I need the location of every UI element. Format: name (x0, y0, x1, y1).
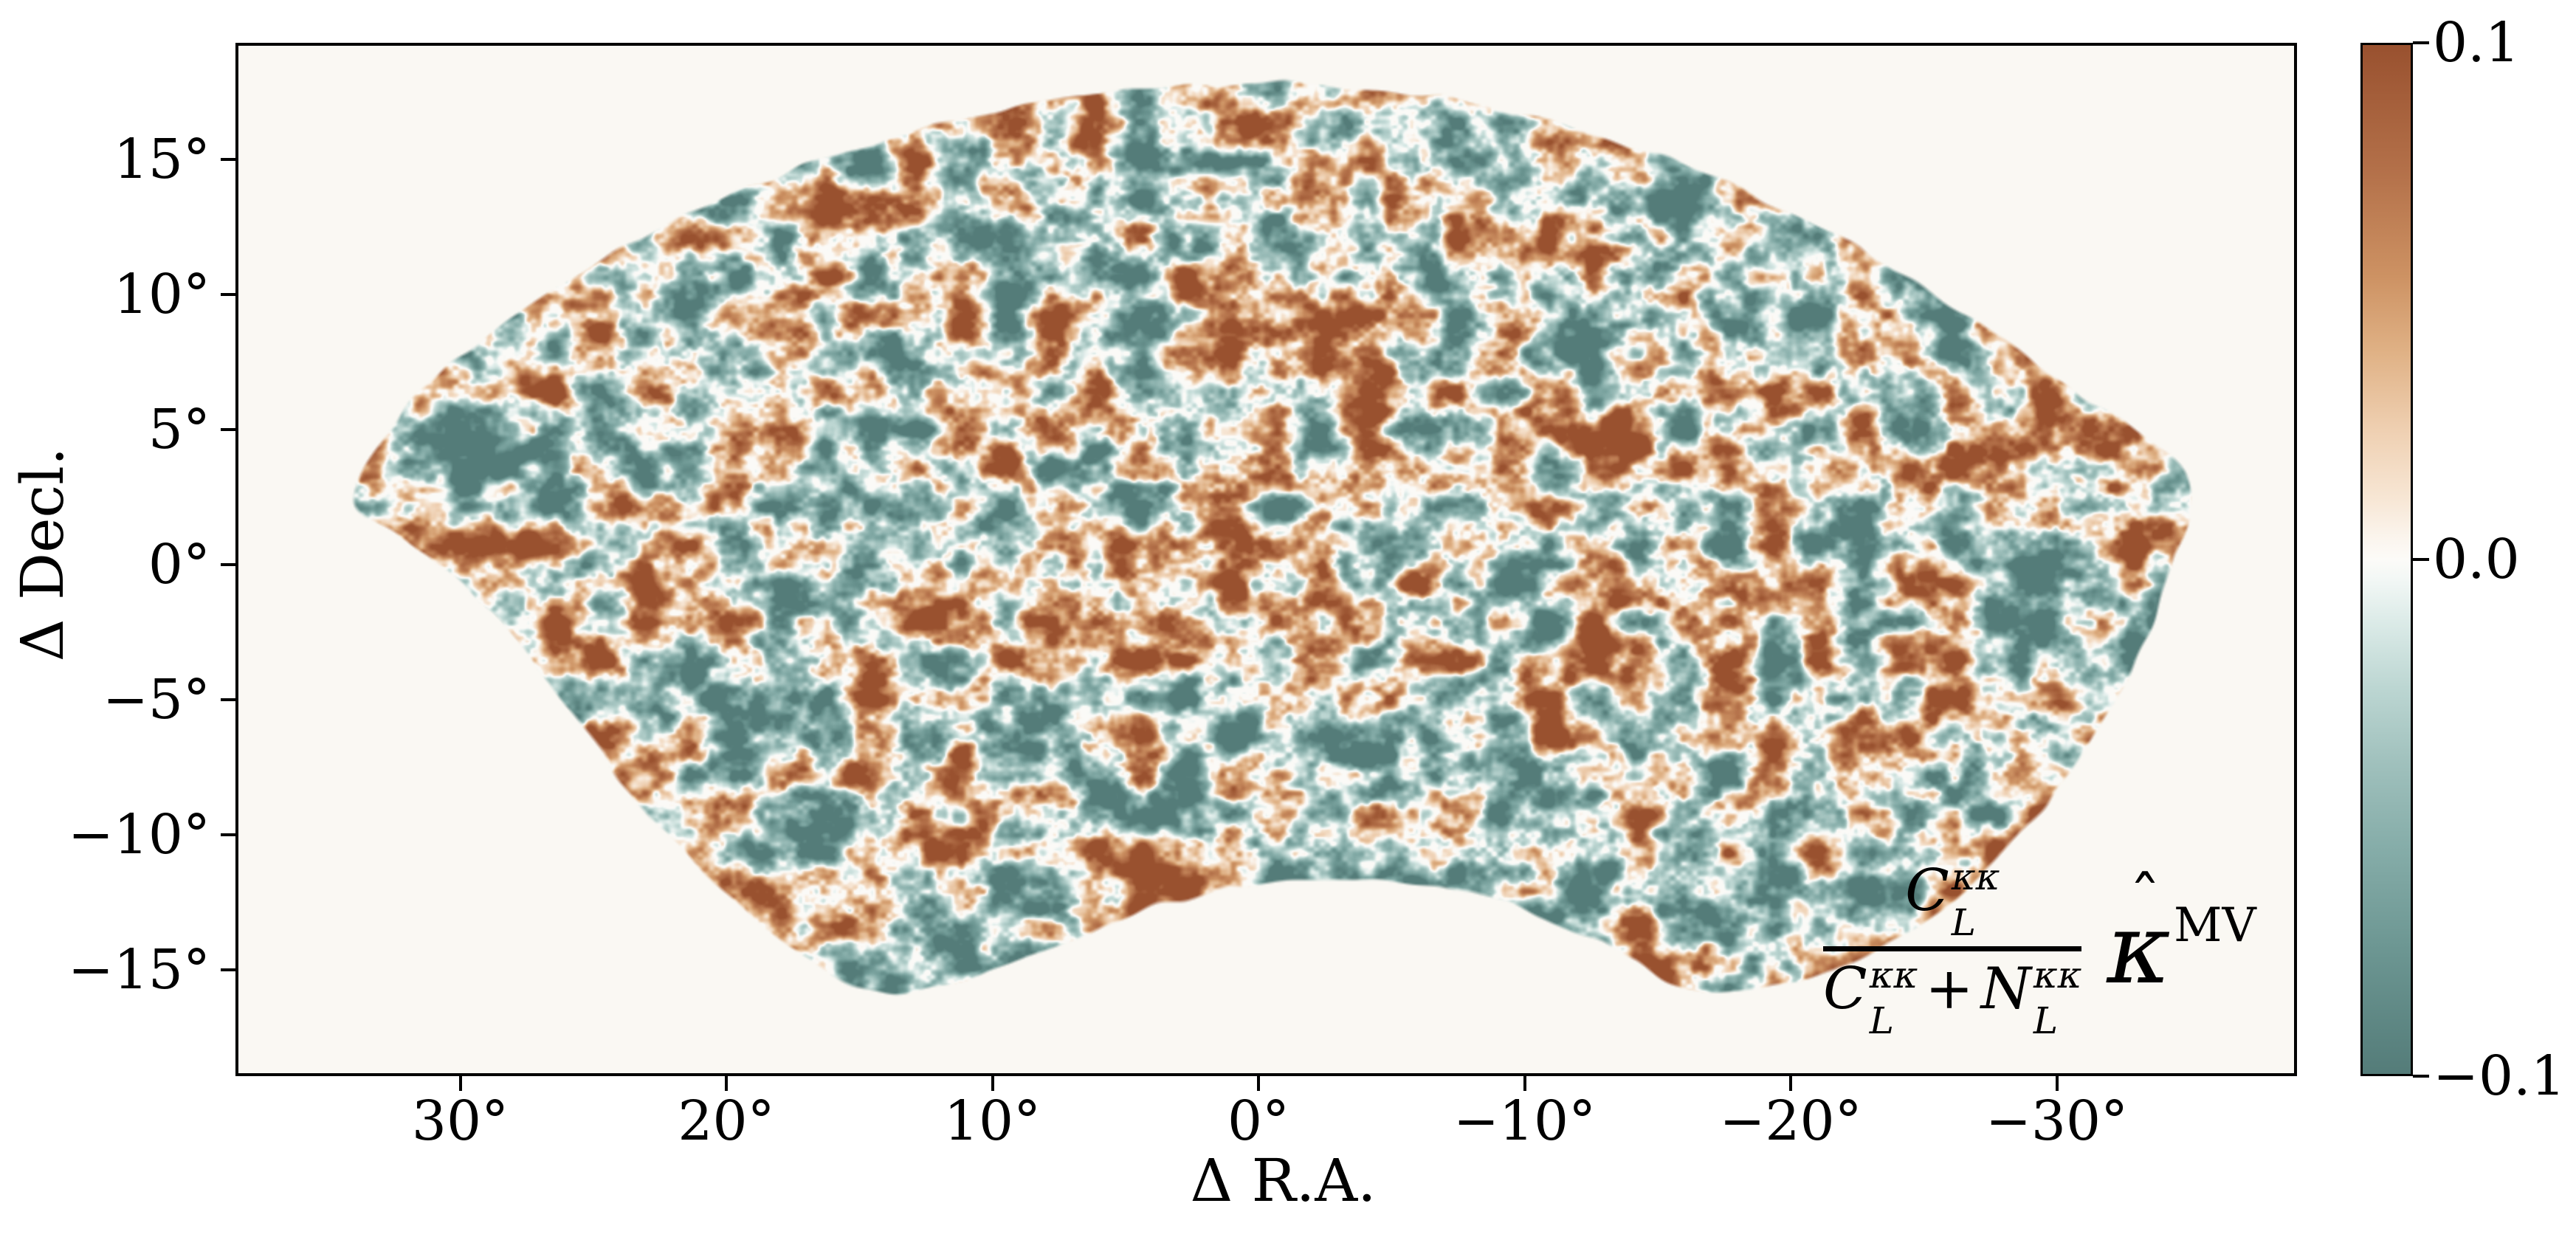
cl-symbol: C (1905, 858, 1949, 924)
colorbar-tick (2413, 41, 2429, 44)
x-tick-label: −10° (1453, 1089, 1597, 1153)
x-tick-label: 30° (411, 1089, 509, 1153)
y-tick (221, 563, 235, 566)
cl-symbol: C (1823, 956, 1867, 1022)
y-tick-label: 5° (148, 398, 210, 461)
kappa-kappa-superscript: κκ (1869, 954, 1918, 996)
colorbar-tick-label: 0.0 (2433, 528, 2520, 591)
x-tick (458, 1076, 462, 1091)
x-axis-label: Δ R.A. (1190, 1146, 1377, 1215)
colorbar-tick (2413, 558, 2429, 561)
y-tick (221, 833, 235, 836)
x-tick (1523, 1076, 1526, 1091)
y-tick (221, 968, 235, 971)
x-tick (725, 1076, 728, 1091)
kappa-mv-term: ˆ κMV (2107, 864, 2256, 998)
x-tick-label: 0° (1227, 1089, 1290, 1153)
y-tick-label: 0° (148, 533, 210, 596)
x-tick (2055, 1076, 2059, 1091)
y-tick (221, 698, 235, 701)
plus-sign: + (1925, 956, 1974, 1022)
l-subscript: L (1869, 999, 1894, 1042)
y-tick (221, 158, 235, 161)
colorbar-tick (2413, 1075, 2429, 1078)
y-tick (221, 428, 235, 431)
x-tick-label: 20° (678, 1089, 775, 1153)
kappa-kappa-superscript: κκ (2033, 954, 2082, 996)
y-tick-label: −10° (67, 803, 210, 867)
x-tick (1789, 1076, 1792, 1091)
y-tick (221, 293, 235, 296)
x-tick (991, 1076, 994, 1091)
fraction-bar (1823, 946, 2082, 951)
kappa-symbol: κ (2107, 892, 2172, 1006)
x-tick (1257, 1076, 1260, 1091)
mv-superscript: MV (2174, 898, 2256, 953)
y-tick-label: 10° (113, 263, 210, 326)
y-tick-label: −15° (67, 938, 210, 1002)
y-tick-label: −5° (102, 668, 210, 731)
hat-accent: ˆ (2129, 863, 2161, 937)
nl-symbol: N (1980, 956, 2031, 1022)
kappa-map-canvas (238, 46, 2294, 1073)
x-tick-label: 10° (943, 1089, 1041, 1153)
colorbar-tick-label: 0.1 (2433, 11, 2520, 75)
y-tick-label: 15° (113, 128, 210, 191)
plot-area (235, 43, 2297, 1076)
x-tick-label: −30° (1985, 1089, 2129, 1153)
colorbar (2360, 43, 2413, 1076)
x-tick-label: −20° (1719, 1089, 1862, 1153)
kappa-kappa-superscript: κκ (1951, 855, 2000, 898)
l-subscript: L (2033, 999, 2059, 1042)
l-subscript: L (1951, 901, 1976, 944)
colorbar-tick-label: −0.1 (2433, 1044, 2566, 1108)
